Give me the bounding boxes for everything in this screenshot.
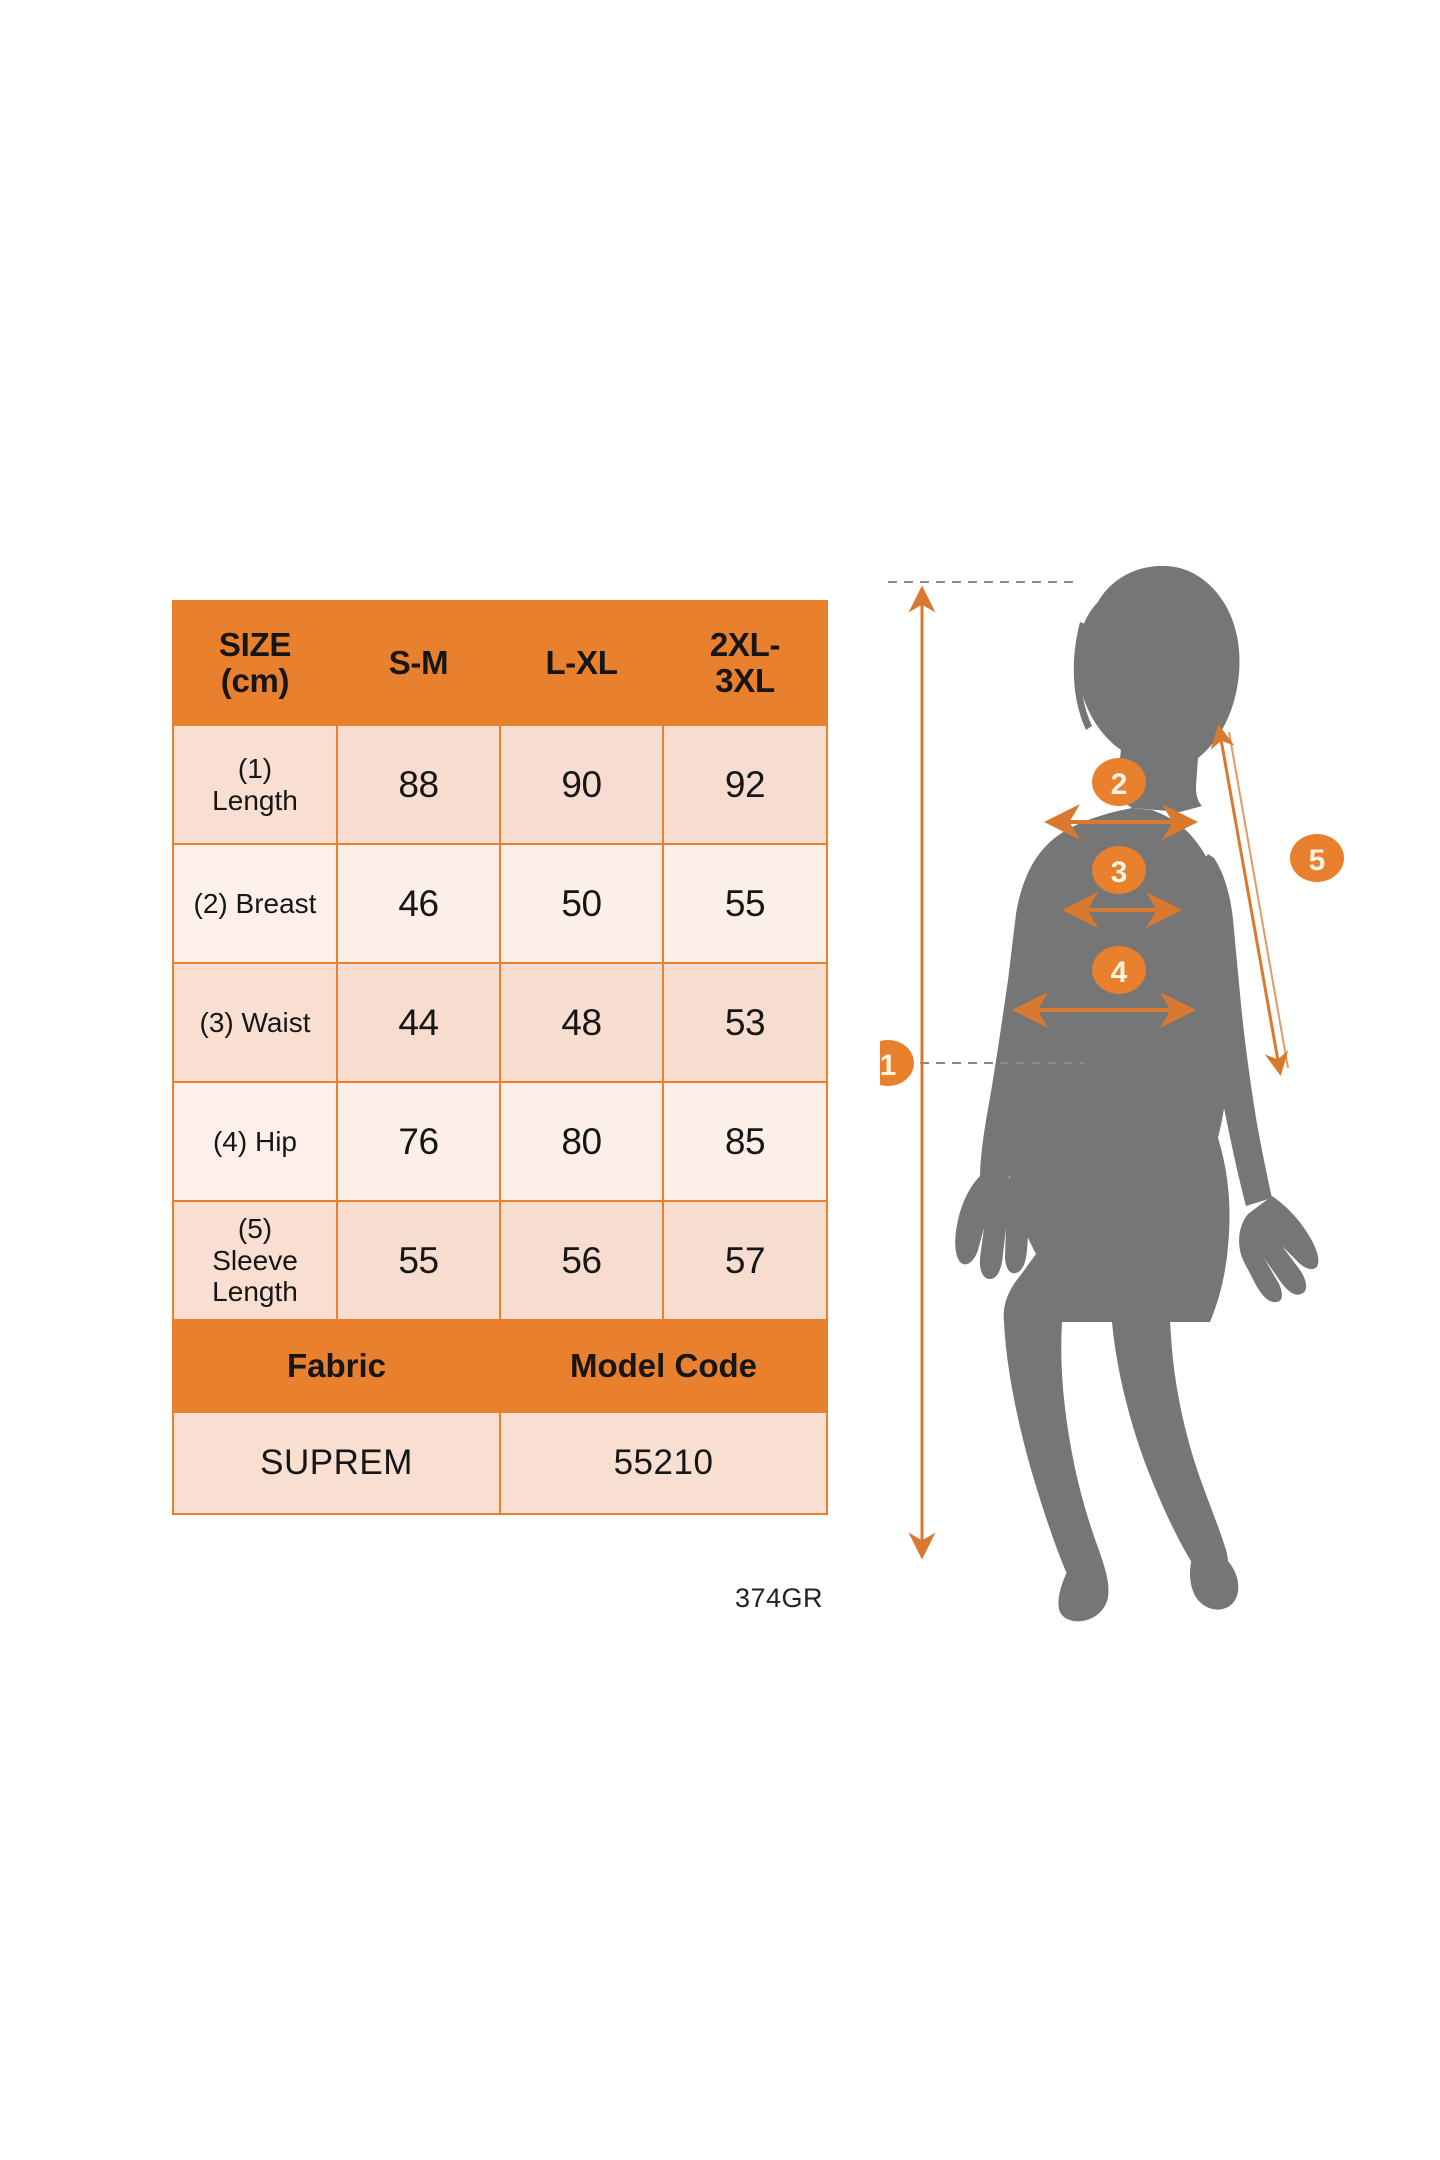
badge-5-label: 5 (1309, 844, 1326, 877)
cell-hip-sm: 76 (336, 1081, 501, 1202)
table-row: (1) Length 88 90 92 (172, 724, 828, 845)
row-label-sleeve-length: (5) Sleeve Length (172, 1200, 338, 1321)
silhouette-shape (955, 565, 1319, 1622)
badge-5: 5 (1290, 834, 1344, 882)
row-label-breast: (2) Breast (172, 843, 338, 964)
cell-length-lxl: 90 (499, 724, 664, 845)
row-label-line1: (5) (237, 1213, 273, 1245)
fabric-value-row: SUPREM 55210 (172, 1411, 828, 1515)
badge-4-label: 4 (1111, 956, 1128, 989)
model-reference-tag: 374GR (735, 1583, 824, 1613)
cell-hip-lxl: 80 (499, 1081, 664, 1202)
row-label-length: (1) Length (172, 724, 338, 845)
header-model-code: Model Code (499, 1319, 828, 1413)
badge-2: 2 (1092, 758, 1146, 806)
value-model-code: 55210 (499, 1411, 828, 1515)
cell-breast-sm: 46 (336, 843, 501, 964)
header-col-2xl-3xl: 2XL- 3XL (662, 600, 828, 726)
woman-silhouette-diagram: 1 2 3 4 5 (880, 565, 1344, 1622)
cell-breast-2xl3xl: 55 (662, 843, 828, 964)
badge-1: 1 (880, 1040, 914, 1086)
row-label-line2: Length (212, 784, 298, 816)
badge-4: 4 (1092, 946, 1146, 994)
measurement-figure-panel: 1 2 3 4 5 (880, 510, 1380, 1630)
header-2xl-line2: 3XL (715, 662, 775, 699)
cell-waist-sm: 44 (336, 962, 501, 1083)
cell-sleeve-lxl: 56 (499, 1200, 664, 1321)
row-label-hip: (4) Hip (172, 1081, 338, 1202)
cell-hip-2xl3xl: 85 (662, 1081, 828, 1202)
cell-length-2xl3xl: 92 (662, 724, 828, 845)
table-row: (3) Waist 44 48 53 (172, 962, 828, 1083)
row-label-waist: (3) Waist (172, 962, 338, 1083)
row-label-line2: Sleeve (212, 1244, 298, 1276)
table-row: (5) Sleeve Length 55 56 57 (172, 1200, 828, 1321)
sleeve-measure-arrow (1210, 724, 1289, 1076)
cell-sleeve-sm: 55 (336, 1200, 501, 1321)
table-row: (4) Hip 76 80 85 (172, 1081, 828, 1202)
cell-waist-2xl3xl: 53 (662, 962, 828, 1083)
row-label-line3: Length (212, 1276, 298, 1308)
header-size-line2: (cm) (220, 662, 290, 699)
badge-3: 3 (1092, 846, 1146, 894)
badge-1-label: 1 (880, 1049, 896, 1082)
header-size-cm: SIZE (cm) (172, 600, 338, 726)
row-label-line1: (1) (237, 753, 273, 785)
table-header-row: SIZE (cm) S-M L-XL 2XL- 3XL (172, 600, 828, 726)
badge-3-label: 3 (1111, 856, 1128, 889)
badge-2-label: 2 (1111, 768, 1128, 801)
header-fabric: Fabric (172, 1319, 501, 1413)
cell-sleeve-2xl3xl: 57 (662, 1200, 828, 1321)
fabric-header-row: Fabric Model Code (172, 1319, 828, 1413)
header-col-lxl: L-XL (499, 600, 664, 726)
table-row: (2) Breast 46 50 55 (172, 843, 828, 964)
value-fabric: SUPREM (172, 1411, 501, 1515)
cell-length-sm: 88 (336, 724, 501, 845)
size-chart-table: SIZE (cm) S-M L-XL 2XL- 3XL (1) Length 8… (172, 600, 828, 1515)
cell-breast-lxl: 50 (499, 843, 664, 964)
header-2xl-line1: 2XL- (709, 626, 781, 664)
cell-waist-lxl: 48 (499, 962, 664, 1083)
header-size-line1: SIZE (218, 626, 292, 664)
header-col-sm: S-M (336, 600, 501, 726)
